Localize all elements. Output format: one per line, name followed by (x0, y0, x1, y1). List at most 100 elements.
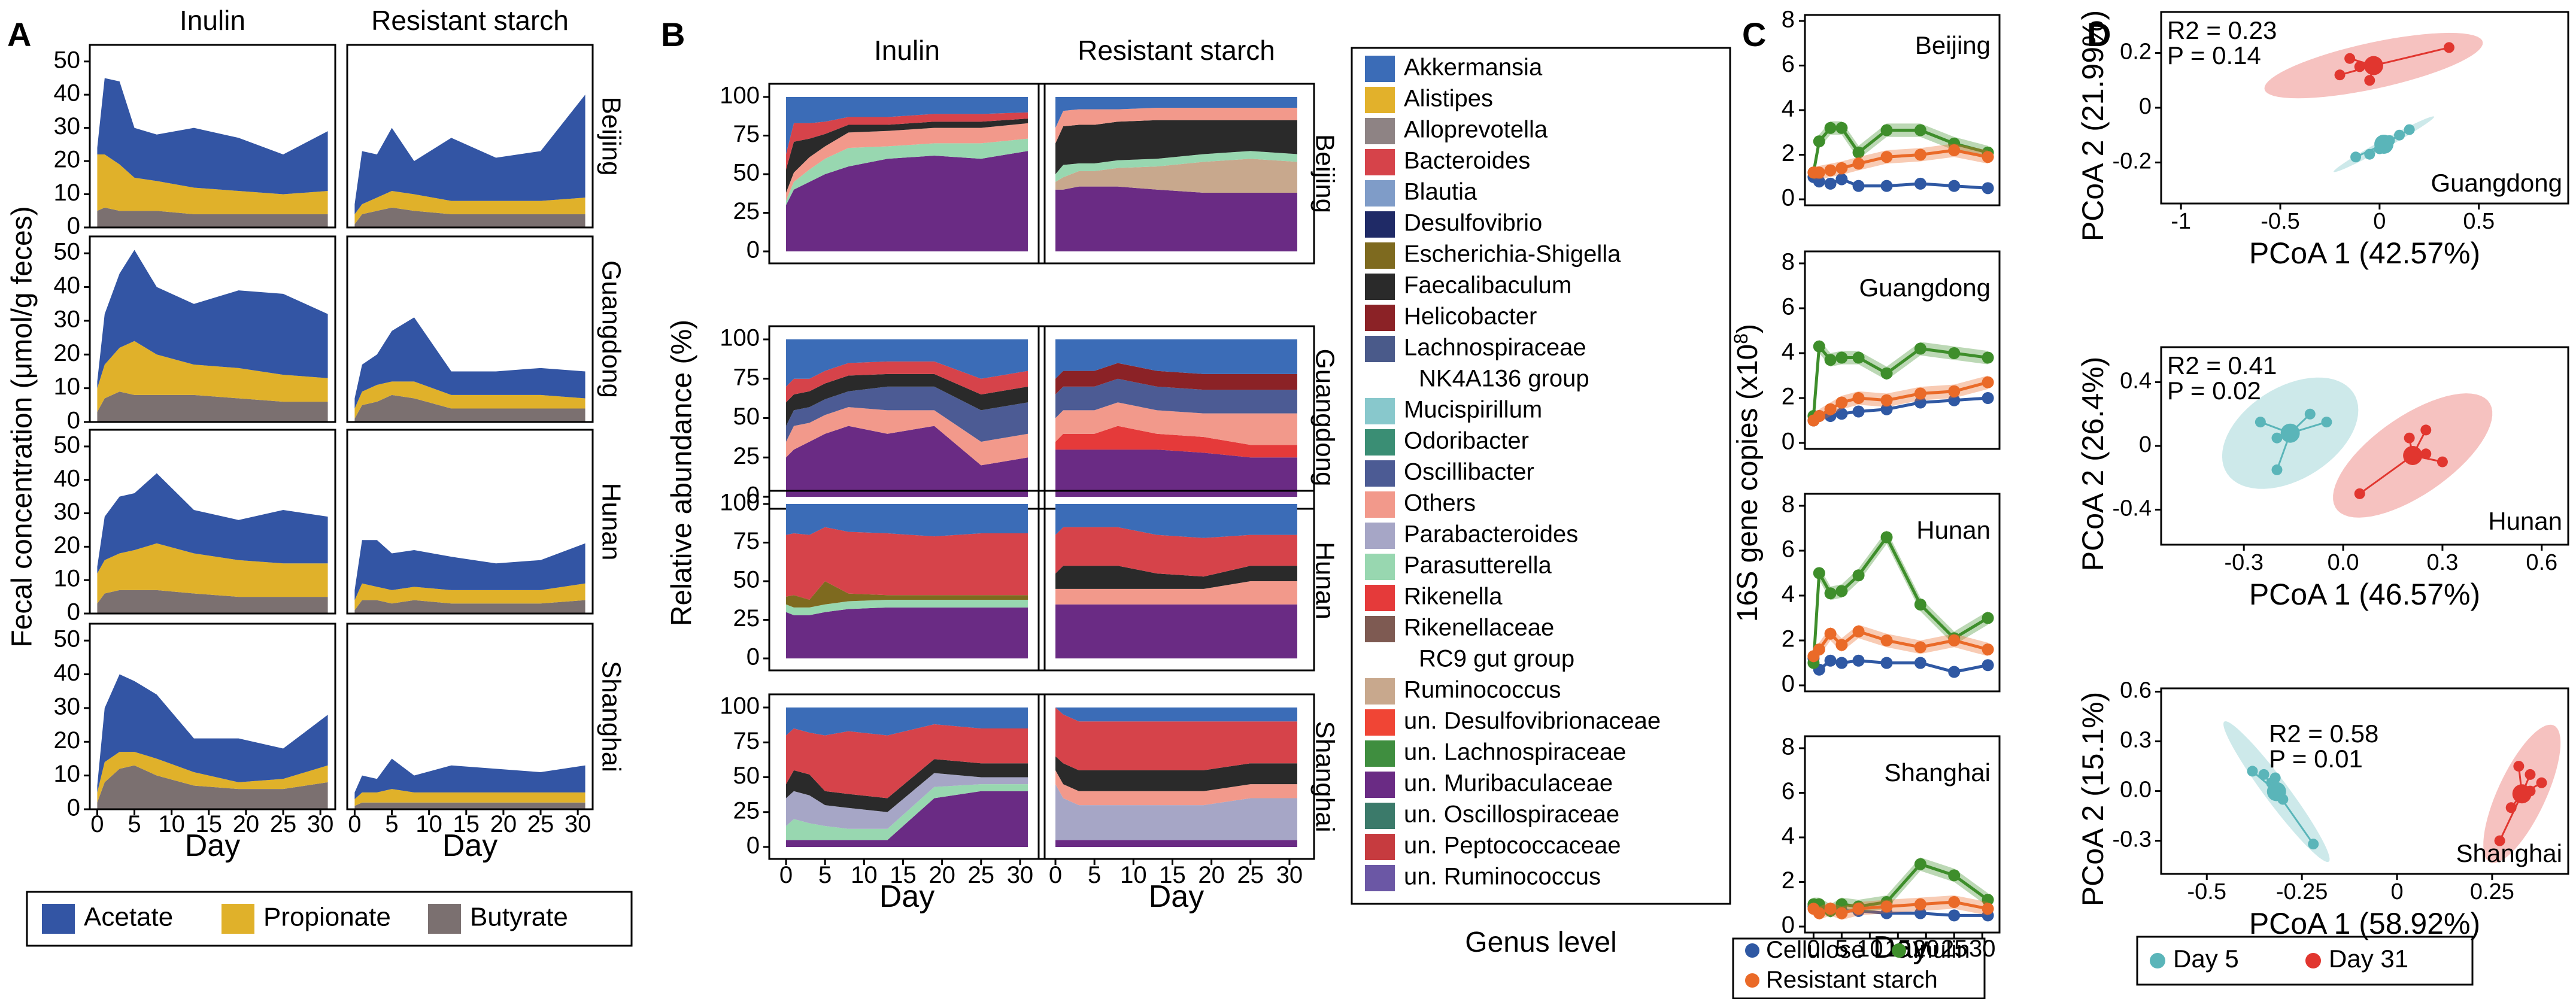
plot-area (2222, 377, 2493, 518)
area-genus (1055, 581, 1297, 605)
y-tick-label: 75 (733, 121, 760, 147)
data-point (2350, 151, 2362, 163)
stat-annotation: R2 = 0.23 (2167, 16, 2277, 44)
data-point (1914, 177, 1926, 190)
y-tick-label: 0.6 (2120, 678, 2152, 703)
panel-c-plot: 02468051015202530 (1782, 734, 2001, 962)
area-genus (1055, 378, 1297, 418)
x-axis-label: Day (879, 879, 934, 914)
area-genus (1055, 159, 1297, 193)
data-point (1852, 146, 1865, 159)
data-point (1813, 166, 1825, 179)
legend-label: Mucispirillum (1404, 397, 1542, 423)
y-axis-label: PCoA 2 (15.1%) (2076, 692, 2110, 907)
x-tick-label: 0 (348, 811, 361, 837)
data-point (1813, 567, 1825, 579)
plot-frame (346, 44, 594, 229)
data-point (1835, 907, 1848, 919)
area-genus (1055, 527, 1297, 577)
y-tick-label: -0.3 (2113, 827, 2152, 852)
centroid (2512, 784, 2532, 804)
region-label: Hunan (1916, 516, 1991, 544)
area-genus (786, 407, 1028, 466)
legend-label: un. Desulfovibrionaceae (1404, 708, 1661, 734)
x-tick-label: 25 (527, 811, 554, 837)
confidence-band (1813, 530, 1988, 670)
data-point (1852, 654, 1865, 667)
data-point (1982, 643, 1994, 655)
panel-a-plot (346, 44, 594, 229)
legend-label: Day 31 (2329, 945, 2408, 973)
x-tick-label: 30 (1276, 862, 1303, 888)
data-point (1835, 122, 1848, 134)
x-tick-label: 5 (1835, 936, 1848, 962)
area-genus (1055, 708, 1297, 722)
legend-swatch (1365, 491, 1395, 518)
x-tick-label: -0.5 (2187, 879, 2226, 904)
data-point (1852, 625, 1865, 637)
area-genus (786, 374, 1028, 426)
legend-label: Cellulose (1766, 937, 1865, 963)
legend-swatch (1365, 834, 1395, 860)
area-genus (1055, 120, 1297, 174)
legend-marker (2150, 953, 2165, 968)
centroid (2280, 423, 2300, 443)
area-genus (1055, 363, 1297, 395)
confidence-band (1813, 375, 1988, 427)
y-tick-label: 100 (720, 325, 760, 351)
x-tick-label: 5 (818, 862, 832, 888)
data-point (2258, 769, 2269, 780)
plot-frame (89, 623, 336, 810)
x-tick-label: 10 (1856, 936, 1883, 962)
x-tick-label: 20 (490, 811, 517, 837)
panel-letter-D: D (2087, 16, 2111, 53)
panel-c-plot: 0 2 4 6 8 (1782, 249, 2001, 455)
plot-frame (1037, 83, 1315, 265)
x-tick-label: 5 (1088, 862, 1101, 888)
legend-label: Alistipes (1404, 86, 1493, 112)
area-genus (786, 112, 1028, 170)
area-genus (786, 386, 1028, 442)
y-axis-label: PCoA 2 (21.99%) (2076, 10, 2110, 241)
panel-b-plot (1037, 325, 1315, 510)
plot-frame (89, 429, 336, 615)
area-propionate (354, 381, 585, 419)
x-tick-label: 0 (1049, 862, 1062, 888)
area-genus (1055, 504, 1297, 538)
panel-c-plot: 0 2 4 6 8 (1782, 491, 2001, 697)
y-tick-label: 0.0 (2120, 778, 2152, 803)
data-point (1824, 354, 1837, 366)
y-tick-label: 50 (54, 432, 81, 458)
area-genus (786, 581, 1028, 608)
data-point (1880, 367, 1893, 379)
data-point (1982, 903, 1994, 915)
data-point (2494, 835, 2505, 846)
y-tick-label: 50 (54, 239, 81, 265)
area-genus (1055, 784, 1297, 840)
y-tick-label: 10 (54, 566, 81, 592)
area-propionate (97, 543, 328, 604)
x-tick-label: 25 (270, 811, 297, 837)
spoke-line (2275, 791, 2314, 845)
area-butyrate (354, 802, 585, 809)
area-genus (1055, 186, 1297, 251)
area-genus (1055, 566, 1297, 589)
x-tick-label: 0 (1807, 936, 1820, 962)
x-tick-label: 30 (1007, 862, 1034, 888)
panel-c-plot: 0 2 4 6 8 (1782, 7, 2001, 211)
plot-frame (1804, 250, 2001, 450)
centroid (2374, 134, 2394, 154)
data-point (2404, 432, 2415, 444)
centroid (2266, 782, 2286, 801)
y-tick-label: 0 (747, 833, 760, 859)
area-genus (786, 361, 1028, 403)
legend-swatch (42, 904, 75, 934)
y-tick-label: 0 (67, 213, 80, 239)
x-tick-label: 25 (1237, 862, 1264, 888)
y-tick-label: -0.2 (2113, 148, 2152, 174)
paren: ) (1732, 324, 1764, 333)
data-point (1948, 666, 1961, 678)
legend-label: un. Oscillospiraceae (1404, 801, 1619, 828)
plot-area (2264, 32, 2483, 172)
data-point (1948, 385, 1961, 397)
